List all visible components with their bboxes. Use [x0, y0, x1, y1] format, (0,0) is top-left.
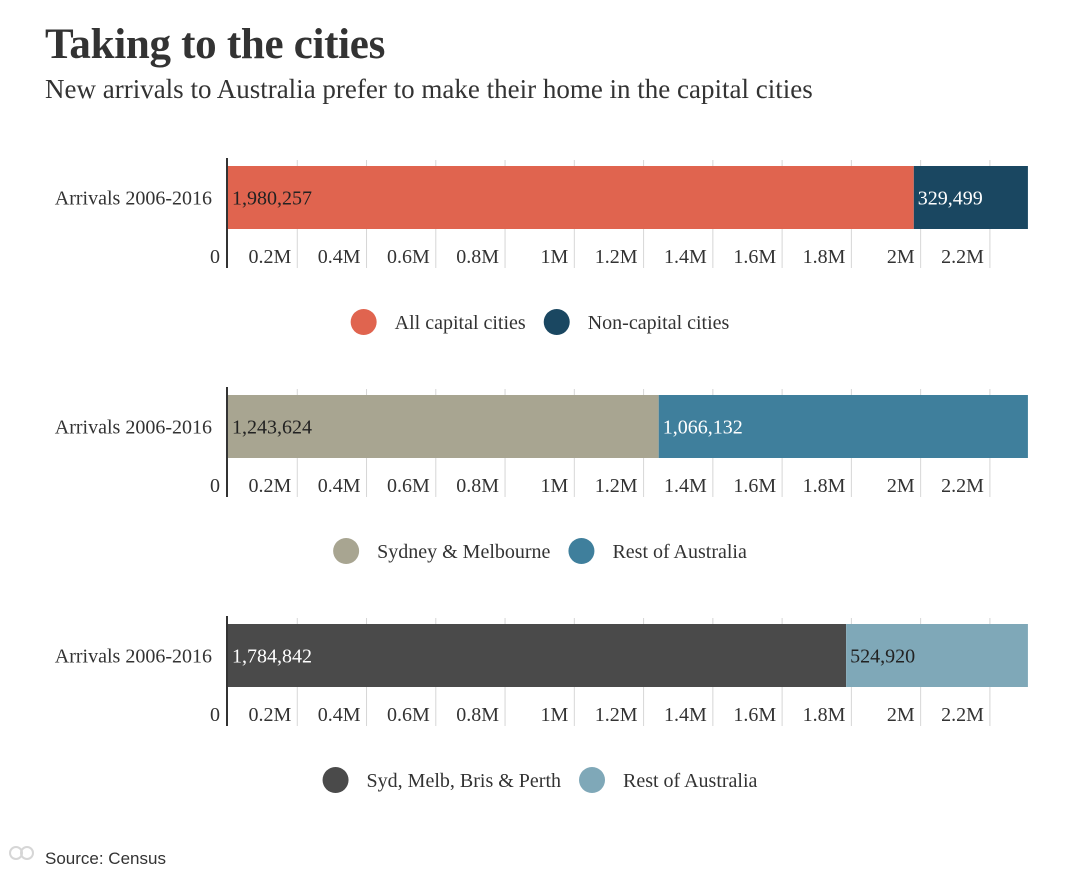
tick-label: 0.8M: [456, 704, 499, 726]
category-label: Arrivals 2006-2016: [55, 646, 212, 668]
tick-label: 2.2M: [941, 704, 984, 726]
tick-label: 1.8M: [803, 475, 846, 497]
tick-label: 0.4M: [318, 704, 361, 726]
tick-label: 2M: [887, 475, 915, 497]
watermark-logo-icon: [9, 846, 34, 860]
tick-label: 1.4M: [664, 475, 707, 497]
category-label: Arrivals 2006-2016: [55, 188, 212, 210]
data-label: 1,980,257: [232, 188, 312, 210]
tick-label: 1.6M: [733, 475, 776, 497]
legend-label: Sydney & Melbourne: [377, 541, 550, 563]
tick-label: 0: [210, 246, 220, 268]
tick-label: 2M: [887, 246, 915, 268]
tick-label: 0.4M: [318, 475, 361, 497]
data-label: 524,920: [850, 646, 915, 668]
tick-label: 1.6M: [733, 704, 776, 726]
bar-segment: [846, 624, 1028, 687]
tick-label: 0: [210, 475, 220, 497]
bar-segment: [228, 624, 847, 687]
tick-label: 0: [210, 704, 220, 726]
tick-label: 1M: [541, 704, 569, 726]
legend-swatch: [568, 538, 595, 564]
legend-label: All capital cities: [395, 312, 526, 334]
bar-segment: [228, 166, 914, 229]
data-label: 329,499: [918, 188, 983, 210]
bar-segment: [228, 395, 659, 458]
data-label: 1,784,842: [232, 646, 312, 668]
tick-label: 0.4M: [318, 246, 361, 268]
tick-label: 1M: [541, 475, 569, 497]
tick-label: 1.2M: [595, 475, 638, 497]
tick-label: 1.4M: [664, 246, 707, 268]
bar-segment: [658, 395, 1028, 458]
bar-segment: [913, 166, 1028, 229]
tick-label: 1.8M: [803, 246, 846, 268]
tick-label: 0.2M: [248, 704, 291, 726]
tick-label: 1.2M: [595, 246, 638, 268]
legend-swatch: [579, 767, 606, 793]
chart-subtitle: New arrivals to Australia prefer to make…: [45, 74, 813, 104]
legend-label: Non-capital cities: [588, 312, 730, 334]
tick-label: 0.2M: [248, 475, 291, 497]
tick-label: 1.4M: [664, 704, 707, 726]
tick-label: 1.2M: [595, 704, 638, 726]
watermark: [8, 842, 38, 864]
tick-label: 2.2M: [941, 475, 984, 497]
tick-label: 2M: [887, 704, 915, 726]
tick-label: 1.6M: [733, 246, 776, 268]
tick-label: 0.8M: [456, 246, 499, 268]
legend-swatch: [322, 767, 349, 793]
legend-swatch: [543, 309, 570, 335]
tick-label: 1.8M: [803, 704, 846, 726]
tick-label: 1M: [541, 246, 569, 268]
tick-label: 0.8M: [456, 475, 499, 497]
category-label: Arrivals 2006-2016: [55, 417, 212, 439]
tick-label: 2.2M: [941, 246, 984, 268]
tick-label: 0.6M: [387, 475, 430, 497]
legend-swatch: [350, 309, 377, 335]
data-label: 1,243,624: [232, 417, 312, 439]
chart-title: Taking to the cities: [45, 21, 386, 68]
source-note: Source: Census: [45, 849, 166, 868]
legend-swatch: [333, 538, 360, 564]
data-label: 1,066,132: [663, 417, 743, 439]
tick-label: 0.6M: [387, 704, 430, 726]
legend-label: Syd, Melb, Bris & Perth: [367, 770, 561, 792]
tick-label: 0.2M: [248, 246, 291, 268]
legend-label: Rest of Australia: [612, 541, 747, 563]
legend-label: Rest of Australia: [623, 770, 758, 792]
tick-label: 0.6M: [387, 246, 430, 268]
